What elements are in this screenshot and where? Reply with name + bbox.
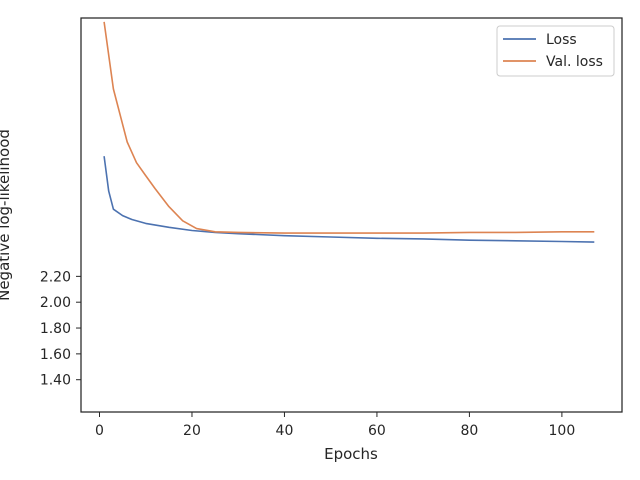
y-tick-label: 1.40: [40, 373, 71, 389]
y-tick-label: 2.20: [40, 269, 71, 285]
y-axis-label: Negative log-likelihood: [0, 129, 13, 301]
x-tick-label: 60: [368, 423, 386, 439]
x-tick-label: 100: [549, 423, 576, 439]
y-tick-label: 2.00: [40, 295, 71, 311]
series-line-0: [103, 156, 595, 243]
legend-label-0: Loss: [546, 32, 577, 48]
y-axis: 1.40 1.60 1.80 2.00 2.20: [40, 269, 81, 389]
x-tick-label: 40: [276, 423, 294, 439]
legend-label-1: Val. loss: [546, 54, 603, 70]
x-axis: 0 20 40 60 80 100: [95, 412, 575, 439]
x-tick-label: 20: [183, 423, 201, 439]
x-tick-label: 80: [460, 423, 478, 439]
y-tick-label: 1.80: [40, 321, 71, 337]
x-tick-label: 0: [95, 423, 104, 439]
series-line-1: [103, 21, 595, 234]
legend: Loss Val. loss: [496, 25, 615, 77]
plot-frame: [80, 17, 623, 413]
y-tick-label: 1.60: [40, 347, 71, 363]
x-axis-label: Epochs: [324, 445, 378, 463]
series-lines: [103, 21, 595, 243]
